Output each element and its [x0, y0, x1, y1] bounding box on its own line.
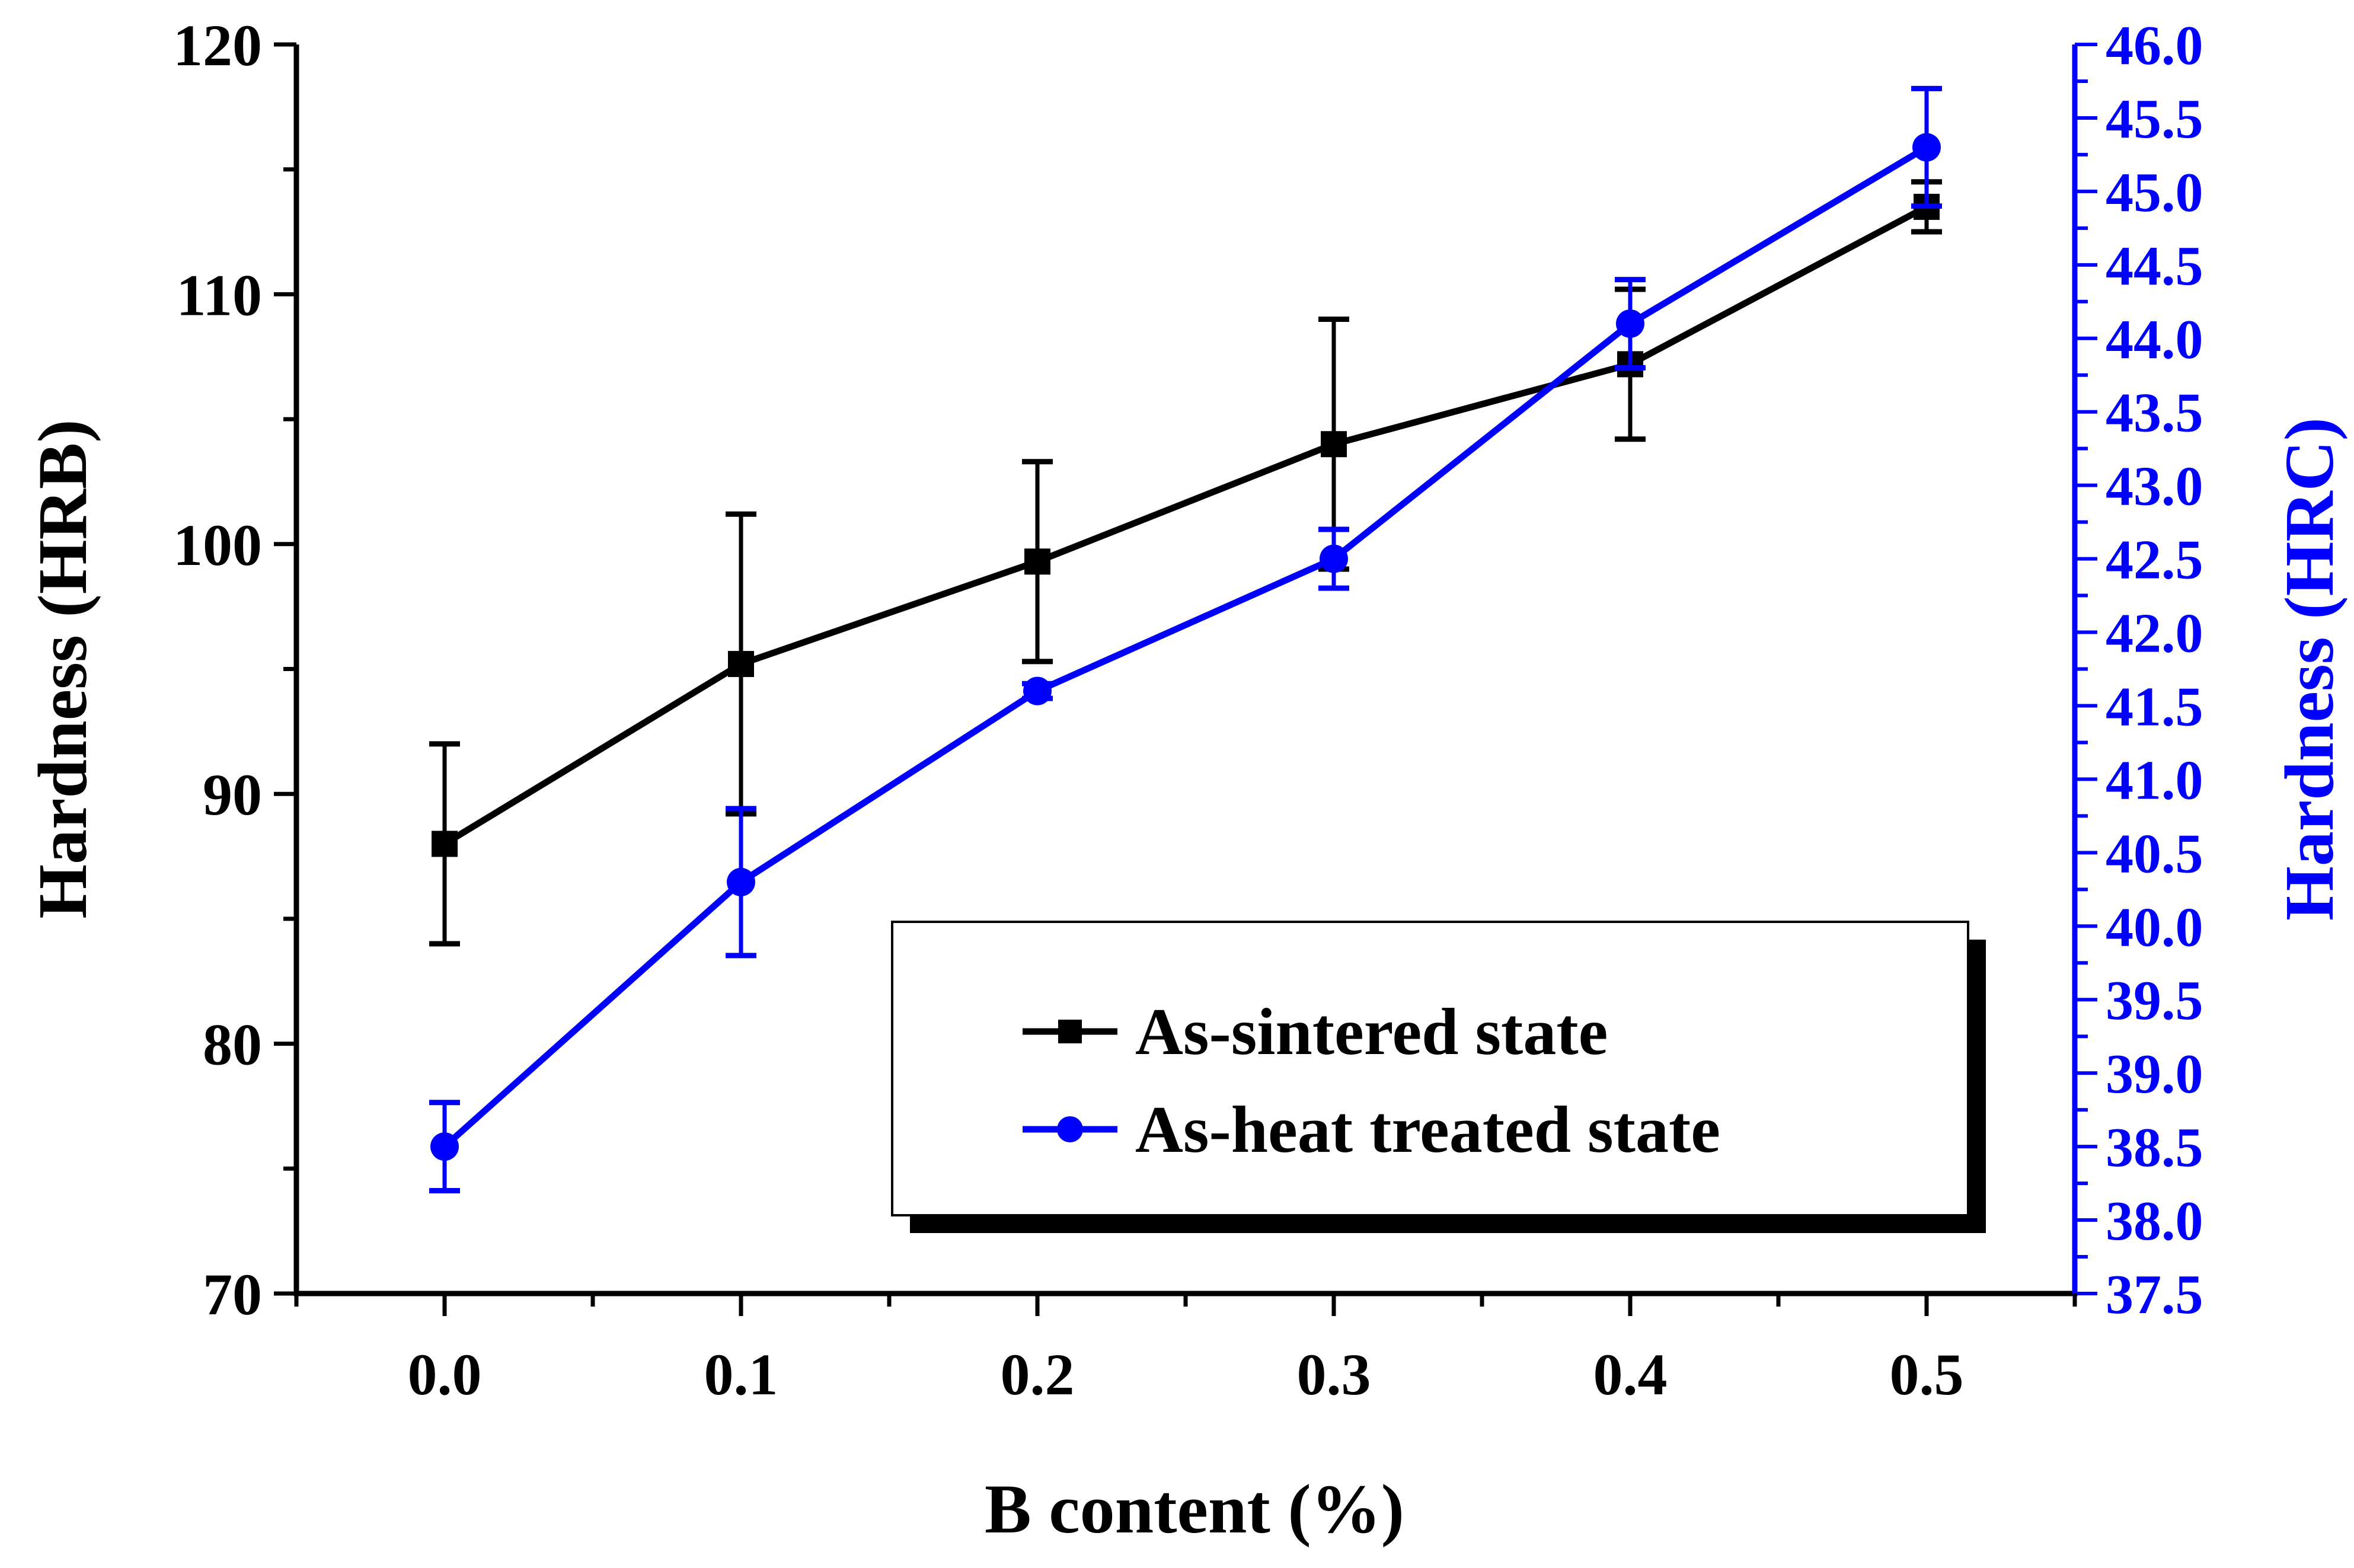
y-right-tick-label: 39.0: [2106, 1043, 2203, 1105]
data-point-circle: [1616, 309, 1644, 338]
y-right-tick-label: 44.0: [2106, 309, 2203, 371]
y-left-tick-label: 70: [203, 1262, 262, 1327]
x-tick-label: 0.0: [408, 1342, 482, 1407]
data-point-square: [728, 651, 754, 678]
y-left-tick-label: 110: [177, 262, 262, 328]
y-right-tick-label: 45.5: [2106, 88, 2203, 150]
y-right-tick-label: 38.0: [2106, 1190, 2203, 1252]
y-axis-right-label: Hardness (HRC): [2270, 417, 2348, 921]
y-right-tick-label: 41.0: [2106, 749, 2203, 811]
series-as-sintered: [429, 179, 1942, 947]
legend-label: As-sintered state: [1135, 995, 1608, 1069]
y-right-tick-label: 43.5: [2106, 382, 2203, 444]
data-point-circle: [1912, 133, 1941, 162]
legend-marker-square: [1058, 1020, 1082, 1043]
legend-box: [891, 921, 1969, 1216]
y-right-tick-label: 43.0: [2106, 456, 2203, 518]
x-tick-label: 0.1: [704, 1342, 778, 1407]
data-point-circle: [1023, 676, 1052, 705]
legend: As-sintered state As-heat treated state: [891, 921, 1986, 1233]
x-tick-label: 0.4: [1593, 1342, 1668, 1407]
y-right-tick-label: 39.5: [2106, 970, 2203, 1032]
axes-layer: 70 80 90 100 110 120 37.5 38.0 38.5 39.0 39.5 40.0 4…: [173, 12, 2203, 1407]
x-tick-label: 0.5: [1890, 1342, 1964, 1407]
data-point-square: [1024, 548, 1050, 575]
series-line: [442, 144, 1928, 1149]
y-right-tick-label: 40.0: [2106, 896, 2203, 958]
y-right-tick-label: 44.5: [2106, 235, 2203, 297]
x-tick-label: 0.2: [1001, 1342, 1075, 1407]
series-as-heat-treated: [429, 85, 1942, 1193]
y-left-tick-label: 80: [203, 1012, 262, 1078]
x-axis-label: B content (%): [985, 1470, 1404, 1548]
series-layer: [429, 85, 1942, 1193]
y-right-tick-label: 45.0: [2106, 162, 2203, 223]
y-right-tick-label: 41.5: [2106, 676, 2203, 737]
y-right-tick-label: 40.5: [2106, 823, 2203, 884]
y-left-tick-label: 100: [173, 512, 262, 578]
y-right-tick-label: 42.0: [2106, 603, 2203, 665]
data-point-square: [432, 831, 458, 857]
y-right-tick-label: 37.5: [2106, 1264, 2203, 1326]
y-left-tick-label: 120: [173, 12, 262, 78]
series-line: [443, 204, 1928, 847]
data-point-circle: [1320, 544, 1348, 573]
y-right-tick-label: 46.0: [2106, 15, 2203, 76]
y-axis-left-label: Hardness (HRB): [24, 419, 101, 918]
data-point-square: [1321, 431, 1347, 458]
data-point-circle: [727, 867, 755, 896]
y-left-tick-label: 90: [203, 762, 262, 828]
legend-label: As-heat treated state: [1135, 1093, 1720, 1167]
data-point-circle: [430, 1132, 459, 1161]
legend-marker-circle: [1057, 1116, 1083, 1142]
y-right-tick-label: 42.5: [2106, 529, 2203, 591]
x-tick-label: 0.3: [1297, 1342, 1371, 1407]
labels-layer: B content (%) Hardness (HRB) Hardness (H…: [24, 417, 2348, 1548]
y-right-tick-label: 38.5: [2106, 1117, 2203, 1179]
